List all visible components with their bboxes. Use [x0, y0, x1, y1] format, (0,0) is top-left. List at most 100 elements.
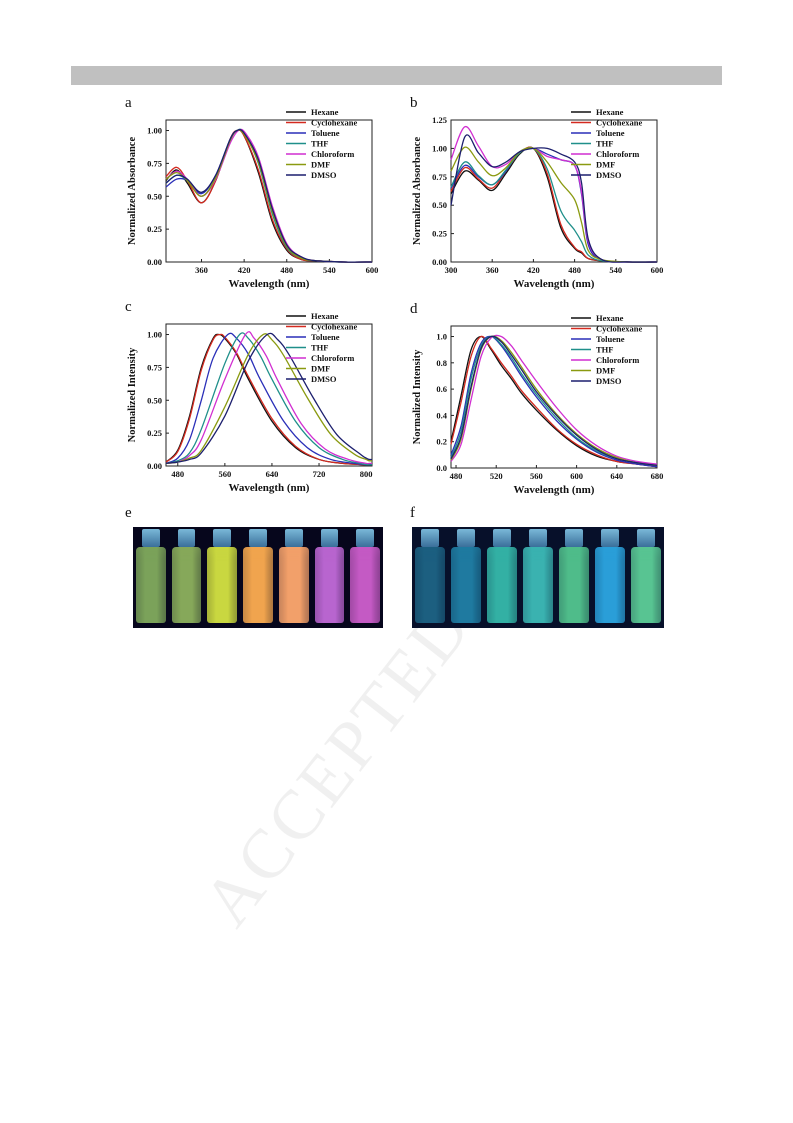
x-tick-label: 420 — [238, 265, 251, 275]
series-line-cyclohexane — [450, 146, 658, 263]
x-axis-label: Wavelength (nm) — [514, 278, 595, 290]
legend-label: Chloroform — [311, 149, 354, 159]
chart-b-absorbance: 300 360 420 480 540 600 0.00 0.25 0.50 0.75 1.00 1.… — [412, 107, 664, 290]
plot-frame — [165, 119, 373, 263]
y-tick-label: 0.50 — [147, 191, 162, 201]
y-tick-label: 0.25 — [147, 428, 162, 438]
y-tick-label: 1.25 — [432, 115, 447, 125]
legend-label: DMF — [311, 160, 330, 170]
vial — [314, 547, 345, 623]
chart-c-intensity: 480 560 640 720 800 0.00 0.25 0.50 0.75 1.00 Wavel… — [127, 311, 373, 494]
legend-label: Hexane — [311, 311, 339, 321]
legend-label: THF — [311, 343, 328, 353]
y-axis-label: Normalized Absorbance — [412, 137, 423, 246]
y-tick-label: 0.6 — [436, 384, 447, 394]
series-line-chloroform — [450, 126, 658, 263]
chart-d-intensity: 480 520 560 600 640 680 0.0 0.2 0.4 0.6 0.8 1.0 Wave… — [412, 313, 663, 496]
vial-cap — [637, 529, 655, 547]
x-tick-label: 600 — [570, 471, 583, 481]
legend-label: Hexane — [596, 313, 624, 323]
chart-a-absorbance: 360 420 480 540 600 0.00 0.25 0.50 0.75 1.00 Wavel… — [127, 107, 379, 290]
series-line-thf — [165, 332, 373, 466]
legend-label: DMF — [311, 364, 330, 374]
x-tick-label: 300 — [445, 265, 458, 275]
x-tick-label: 600 — [651, 265, 664, 275]
legend-label: Chloroform — [596, 355, 639, 365]
series-line-dmso — [165, 128, 373, 263]
panel-letter-d: d — [410, 301, 418, 317]
legend-label: THF — [596, 345, 613, 355]
vial-cap — [356, 529, 375, 547]
series-line-toluene — [450, 335, 658, 468]
vial-cap — [493, 529, 511, 547]
vial — [207, 547, 238, 623]
x-tick-label: 540 — [323, 265, 336, 275]
vial-cap — [213, 529, 232, 547]
y-tick-label: 0.00 — [432, 257, 447, 267]
x-tick-label: 480 — [450, 471, 463, 481]
y-tick-label: 0.75 — [432, 172, 447, 182]
panel-letter-b: b — [410, 95, 418, 111]
vial — [631, 547, 661, 623]
legend-label: Hexane — [311, 107, 339, 117]
vial — [487, 547, 517, 623]
vial-cap — [565, 529, 583, 547]
y-tick-label: 0.00 — [147, 461, 162, 471]
x-tick-label: 480 — [171, 469, 184, 479]
y-tick-label: 0.75 — [147, 362, 162, 372]
legend-label: DMF — [596, 160, 615, 170]
legend-label: DMSO — [596, 376, 622, 386]
legend-label: THF — [596, 139, 613, 149]
x-axis-label: Wavelength (nm) — [229, 482, 310, 494]
legend-label: Cyclohexane — [596, 118, 643, 128]
x-tick-label: 640 — [266, 469, 279, 479]
vial-cap — [284, 529, 303, 547]
y-tick-label: 1.00 — [147, 330, 162, 340]
legend-label: Toluene — [596, 334, 625, 344]
x-tick-label: 720 — [313, 469, 326, 479]
legend-label: DMF — [596, 366, 615, 376]
series-line-dmso — [165, 332, 373, 465]
legend-label: Cyclohexane — [311, 118, 358, 128]
x-tick-label: 480 — [280, 265, 293, 275]
series-line-chloroform — [165, 331, 372, 465]
series-line-dmso — [450, 335, 658, 467]
y-tick-label: 0.50 — [147, 395, 162, 405]
panel-letter-e: e — [125, 505, 132, 521]
photo-e-vials — [133, 527, 383, 628]
series-line-chloroform — [450, 334, 658, 465]
x-axis-label: Wavelength (nm) — [514, 484, 595, 496]
x-axis-label: Wavelength (nm) — [229, 278, 310, 290]
vial-cap — [601, 529, 619, 547]
y-tick-label: 1.00 — [432, 143, 447, 153]
legend-label: DMSO — [311, 374, 337, 384]
vial — [415, 547, 445, 623]
panel-letter-c: c — [125, 299, 132, 315]
legend-label: DMSO — [311, 170, 337, 180]
vial-cap — [141, 529, 160, 547]
series-line-cyclohexane — [450, 335, 658, 468]
x-tick-label: 640 — [610, 471, 623, 481]
legend-label: Chloroform — [311, 353, 354, 363]
y-tick-label: 0.50 — [432, 200, 447, 210]
vial-cap — [177, 529, 196, 547]
vial — [350, 547, 380, 623]
y-tick-label: 0.4 — [436, 410, 447, 420]
vial — [451, 547, 481, 623]
vial — [278, 547, 309, 623]
x-tick-label: 360 — [486, 265, 499, 275]
vial — [523, 547, 553, 623]
vial — [595, 547, 625, 623]
legend-label: Cyclohexane — [596, 324, 643, 334]
legend-label: Toluene — [311, 128, 340, 138]
y-tick-label: 0.75 — [147, 158, 162, 168]
x-tick-label: 560 — [218, 469, 231, 479]
vial — [136, 547, 166, 623]
legend-label: THF — [311, 139, 328, 149]
series-line-dmso — [450, 134, 658, 263]
vial — [243, 547, 273, 623]
x-tick-label: 600 — [366, 265, 379, 275]
vial-cap — [529, 529, 547, 547]
vial — [171, 547, 202, 623]
plot-frame — [165, 323, 373, 467]
